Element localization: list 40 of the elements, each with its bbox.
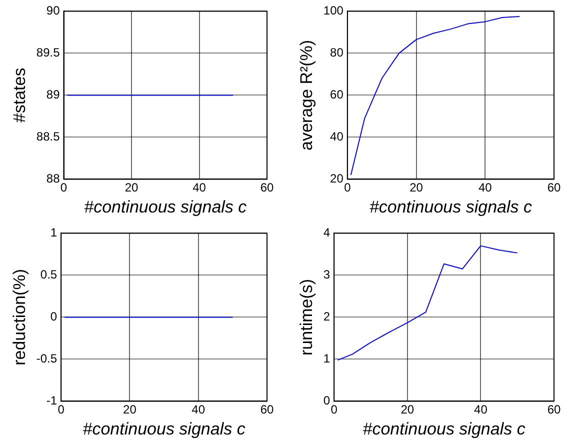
- x-tick-label: 40: [192, 402, 206, 417]
- y-tick-label: 60: [330, 88, 344, 102]
- y-tick-label: 100: [323, 4, 344, 18]
- x-tick-label: 60: [547, 180, 561, 195]
- x-tick-label: 40: [478, 180, 492, 195]
- y-tick-label: 1: [50, 226, 58, 240]
- y-axis-title: runtime(s): [296, 278, 316, 356]
- y-tick-label: 1: [323, 352, 330, 366]
- y-tick-label: 20: [330, 172, 344, 186]
- x-tick-label: 20: [400, 402, 414, 417]
- x-tick-label: 20: [124, 180, 138, 195]
- y-tick-label: 40: [330, 130, 344, 144]
- y-tick-label: 89.5: [36, 46, 60, 60]
- x-axis-title: #continuous signals c: [82, 420, 246, 439]
- y-axis-title: #states: [10, 68, 29, 123]
- y-tick-label: 0: [323, 394, 330, 408]
- x-tick-label: 40: [192, 180, 206, 195]
- y-tick-label: 0: [50, 310, 58, 324]
- x-axis-title: #continuous signals c: [369, 198, 532, 217]
- x-axis-title: #continuous signals c: [362, 420, 526, 439]
- x-axis-title: #continuous signals c: [84, 198, 248, 217]
- y-tick-label: 0.5: [40, 268, 58, 282]
- y-tick-label: -0.5: [36, 352, 58, 366]
- y-tick-label: 88: [46, 172, 60, 186]
- x-tick-label: 20: [410, 180, 424, 195]
- y-tick-label: 80: [330, 46, 344, 60]
- y-tick-label: 4: [323, 226, 330, 240]
- y-tick-label: 89: [46, 88, 60, 102]
- x-tick-label: 40: [474, 402, 488, 417]
- y-tick-label: 90: [46, 4, 60, 18]
- x-tick-label: 60: [547, 402, 561, 417]
- x-tick-label: 20: [123, 402, 137, 417]
- y-tick-label: 3: [323, 268, 330, 282]
- y-axis-title: average R²(%): [296, 40, 316, 150]
- x-tick-label: 60: [260, 180, 274, 195]
- x-tick-label: 60: [260, 402, 274, 417]
- y-tick-label: -1: [46, 394, 58, 408]
- y-tick-label: 88.5: [36, 130, 60, 144]
- y-axis-title: reduction(%): [10, 269, 29, 366]
- y-tick-label: 2: [323, 310, 330, 324]
